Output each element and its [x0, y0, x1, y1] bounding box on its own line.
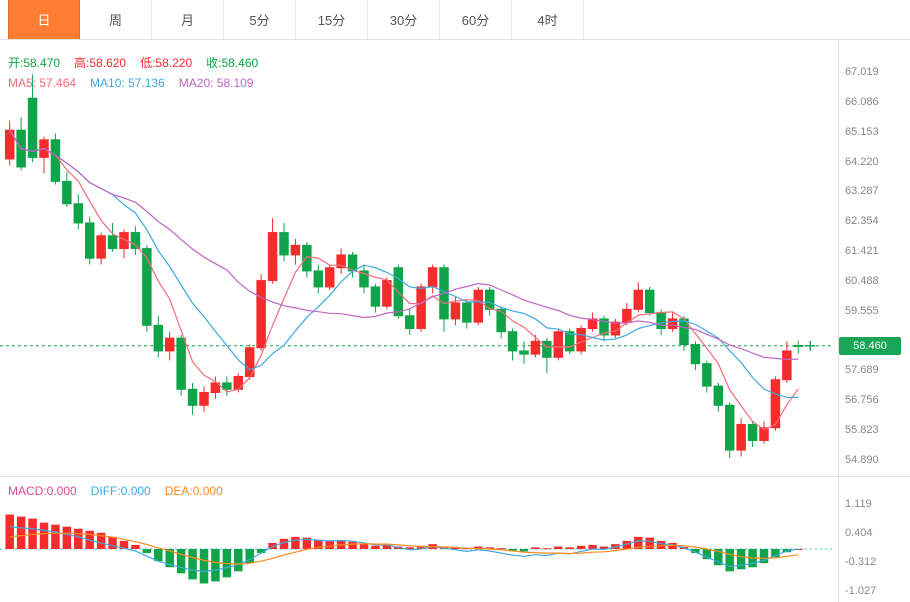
main-axis-tick: 55.823	[845, 424, 879, 437]
tab-30min[interactable]: 30分	[368, 0, 440, 39]
main-axis-tick: 61.421	[845, 245, 879, 258]
panel-separator	[0, 476, 910, 477]
chart-content: 开:58.470 高:58.620 低:58.220 收:58.460 MA5: 57…	[0, 40, 910, 602]
main-axis-tick: 64.220	[845, 155, 879, 168]
timeframe-tabbar: 日周月 5分 15分 30分 60分 4时	[0, 0, 910, 40]
macd-axis-tick: -1.027	[845, 584, 877, 597]
tab-5min[interactable]: 5分	[224, 0, 296, 39]
main-axis-tick: 63.287	[845, 185, 879, 198]
macd-macd: MACD:0.000	[8, 484, 77, 498]
main-axis-tick: 60.488	[845, 274, 879, 287]
ma-ma20: MA20: 58.109	[178, 76, 254, 90]
main-axis-tick: 67.019	[845, 66, 879, 78]
main-candlestick-panel[interactable]: 开:58.470 高:58.620 低:58.220 收:58.460 MA5: 57…	[0, 40, 838, 476]
macd-axis-tick: 1.119	[845, 497, 872, 510]
ohlc-high: 高:58.620	[74, 56, 127, 70]
candlestick-svg[interactable]	[0, 40, 838, 476]
tab-15min[interactable]: 15分	[296, 0, 368, 39]
ma-ma5: MA5: 57.464	[8, 76, 77, 90]
macd-diff: DIFF:0.000	[90, 484, 151, 498]
tab-4h[interactable]: 4时	[512, 0, 584, 39]
price-axis: 58.460 67.019 66.086 65.153 64.220 63.287 62.…	[838, 40, 910, 602]
ohlc-legend: 开:58.470 高:58.620 低:58.220 收:58.460	[8, 54, 272, 71]
macd-legend: MACD:0.000 DIFF:0.000 DEA:0.000	[8, 484, 237, 498]
ohlc-low: 低:58.220	[140, 56, 193, 70]
main-axis-tick: 66.086	[845, 95, 879, 108]
main-axis-tick: 62.354	[845, 215, 879, 228]
main-axis-tick: 57.689	[845, 364, 879, 377]
last-price-tag: 58.460	[839, 336, 901, 355]
macd-axis-tick: -0.312	[845, 555, 877, 568]
main-axis-tick: 56.756	[845, 394, 879, 407]
ohlc-open: 开:58.470	[8, 56, 61, 70]
tab-60min[interactable]: 60分	[440, 0, 512, 39]
main-axis-tick: 59.555	[845, 304, 879, 317]
main-axis-tick: 54.890	[845, 454, 879, 466]
macd-dea: DEA:0.000	[164, 484, 223, 498]
macd-axis-tick: 0.404	[845, 526, 873, 539]
tab-month[interactable]: 月	[152, 0, 224, 39]
macd-panel[interactable]: MACD:0.000 DIFF:0.000 DEA:0.000	[0, 476, 838, 602]
macd-svg[interactable]	[0, 476, 838, 602]
main-axis-tick: 65.153	[845, 125, 879, 138]
ma-ma10: MA10: 57.136	[90, 76, 165, 90]
tab-week[interactable]: 周	[80, 0, 152, 39]
ma-legend: MA5: 57.464 MA10: 57.136 MA20: 58.109	[8, 76, 267, 90]
ohlc-close: 收:58.460	[206, 56, 259, 70]
tab-day[interactable]: 日	[8, 0, 80, 39]
